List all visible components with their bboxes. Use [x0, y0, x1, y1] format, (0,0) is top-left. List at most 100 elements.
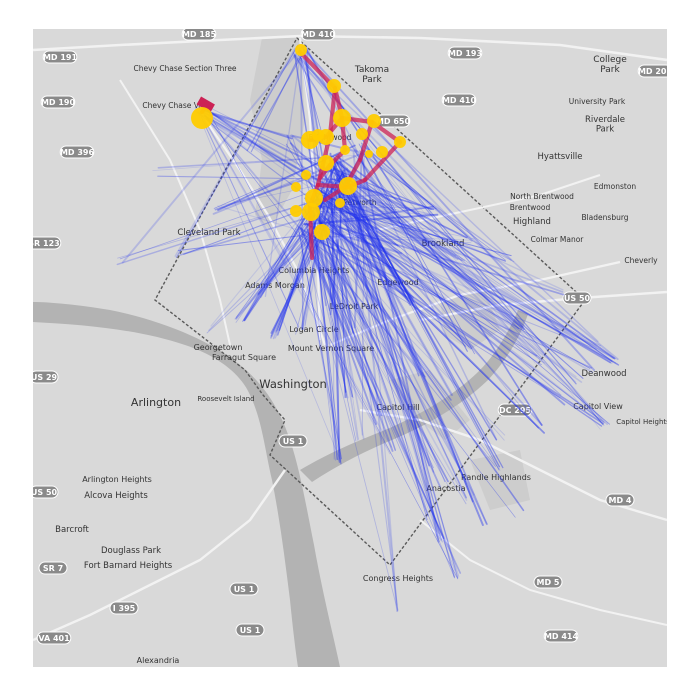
- road-shield-background: [38, 561, 68, 575]
- station-marker[interactable]: [318, 155, 334, 171]
- trip-line: [321, 197, 470, 348]
- place-label-alexandria: Alexandria: [137, 656, 180, 665]
- trip-line: [314, 205, 437, 209]
- station-marker[interactable]: [301, 170, 311, 180]
- place-label-georgetown: Georgetown: [194, 343, 243, 352]
- trip-line: [300, 227, 605, 425]
- road-shield-background: [36, 631, 72, 645]
- trip-line: [217, 144, 356, 212]
- map-frame[interactable]: Chevy Chase Section Three Chevy Chase Vil…: [33, 29, 667, 667]
- station-marker[interactable]: [290, 205, 302, 217]
- trip-line: [311, 209, 342, 465]
- place-label-capitol-view: Capitol View: [573, 402, 623, 411]
- trip-line: [313, 205, 435, 216]
- trip-line: [360, 152, 440, 543]
- trip-line: [303, 208, 474, 348]
- road-shield-background: [562, 291, 592, 305]
- trip-line: [332, 185, 430, 467]
- trip-line: [243, 169, 346, 322]
- station-marker[interactable]: [312, 129, 324, 141]
- trip-line: [338, 177, 346, 399]
- station-marker[interactable]: [327, 79, 341, 93]
- station-marker[interactable]: [356, 128, 368, 140]
- trip-line: [363, 146, 437, 210]
- trip-line: [358, 150, 506, 261]
- station-marker[interactable]: [335, 198, 345, 208]
- road-shield-label: MD 193: [448, 49, 482, 58]
- place-label-colmar-manor: Colmar Manor: [531, 235, 585, 244]
- station-marker[interactable]: [291, 182, 301, 192]
- trip-line: [336, 190, 412, 299]
- station-marker[interactable]: [295, 44, 307, 56]
- place-label-arlington: Arlington: [131, 396, 181, 409]
- trip-line: [315, 199, 564, 293]
- trip-line: [208, 111, 459, 580]
- trip-line: [311, 210, 392, 217]
- place-label-takoma-park: Takoma Park: [354, 65, 389, 85]
- station-marker[interactable]: [314, 224, 330, 240]
- place-label-douglass-park: Douglass Park: [101, 546, 161, 556]
- trip-line: [304, 223, 456, 579]
- trip-line: [317, 219, 598, 347]
- station-marker[interactable]: [340, 145, 350, 155]
- station-marker[interactable]: [191, 107, 213, 129]
- station-marker[interactable]: [302, 203, 320, 221]
- place-label-brentwood: Brentwood: [510, 203, 551, 212]
- trip-line: [300, 154, 340, 328]
- trip-line: [300, 46, 595, 371]
- trip-line: [360, 142, 469, 238]
- road-shield-us-1-bottom: US 1: [235, 623, 265, 637]
- trip-line: [297, 226, 342, 465]
- trip-line: [324, 196, 467, 499]
- trip-line: [305, 222, 603, 427]
- road-shield-background: [605, 493, 635, 507]
- trip-line: [208, 215, 322, 331]
- trip-line: [344, 172, 440, 537]
- trip-line: [340, 153, 439, 538]
- trip-line: [205, 117, 614, 359]
- place-label-university-park: University Park: [569, 97, 626, 106]
- road-shield-background: [181, 29, 217, 41]
- road-wisconsin-ave: [119, 79, 231, 346]
- trip-line: [346, 167, 420, 377]
- trip-line: [333, 178, 442, 541]
- trip-line: [212, 152, 364, 215]
- place-label-capitol-heights: Capitol Heights: [616, 418, 667, 426]
- station-marker[interactable]: [339, 177, 357, 195]
- station-marker[interactable]: [333, 109, 351, 127]
- map-canvas[interactable]: Chevy Chase Section Three Chevy Chase Vil…: [33, 29, 667, 667]
- road-shield-md-410-top: MD 410: [300, 29, 335, 41]
- trip-line: [331, 180, 454, 396]
- road-shield-us-1-mid: US 1: [278, 434, 308, 448]
- road-us-50: [419, 290, 667, 322]
- trip-line: [334, 191, 611, 425]
- trip-line: [116, 199, 316, 266]
- trip-line: [326, 221, 467, 347]
- place-label-chevy-chase-section-three: Chevy Chase Section Three: [133, 64, 236, 73]
- station-marker[interactable]: [367, 114, 381, 128]
- trip-line: [335, 154, 616, 360]
- trip-line: [339, 176, 525, 331]
- trip-line: [345, 178, 617, 364]
- trip-line: [214, 168, 337, 211]
- road-shield-us-50-west: US 50: [33, 485, 59, 499]
- station-marker[interactable]: [394, 136, 406, 148]
- trip-line: [325, 217, 594, 374]
- trip-line: [320, 223, 538, 357]
- trip-line: [300, 46, 304, 331]
- road-shield-label: MD 414: [544, 632, 579, 641]
- place-label-brookland: Brookland: [422, 239, 465, 249]
- trip-line: [345, 178, 500, 470]
- road-shield-md-396: MD 396: [59, 145, 94, 159]
- trip-line: [305, 203, 475, 240]
- road-shield-md-190: MD 190: [40, 95, 75, 109]
- trip-line: [323, 197, 566, 406]
- trip-line: [322, 197, 620, 366]
- station-marker[interactable]: [305, 189, 323, 207]
- trip-line: [196, 107, 577, 378]
- station-marker[interactable]: [376, 146, 388, 158]
- station-marker[interactable]: [365, 150, 373, 158]
- stations: [191, 44, 406, 240]
- place-label-arlington-heights: Arlington Heights: [82, 475, 152, 484]
- cluster-edge: [327, 85, 338, 138]
